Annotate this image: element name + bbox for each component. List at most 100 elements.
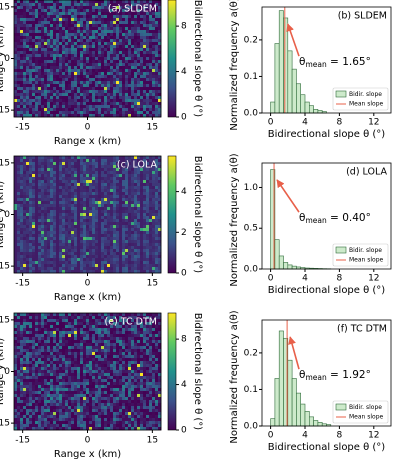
map-pixel [74, 334, 78, 338]
map-pixel [116, 370, 120, 374]
map-pixel [77, 36, 81, 40]
map-pixel [50, 3, 54, 7]
map-pixel [29, 87, 33, 91]
map-pixel [116, 15, 120, 19]
map-pixel [134, 18, 138, 22]
map-pixel [68, 343, 72, 347]
map-pixel [119, 3, 123, 7]
histogram-bar [287, 50, 293, 114]
map-pixel [41, 75, 45, 79]
map-pixel [86, 66, 90, 70]
map-pixel [86, 355, 90, 359]
map-pixel [155, 99, 159, 103]
map-pixel [83, 30, 87, 34]
map-pixel [107, 87, 111, 91]
map-pixel [80, 367, 84, 371]
map-pixel [86, 270, 90, 274]
map-pixel [20, 186, 24, 190]
map-pixel [29, 54, 33, 58]
map-pixel [29, 114, 33, 118]
map-pixel [152, 349, 156, 353]
map-pixel [98, 228, 102, 232]
map-pixel [152, 48, 156, 52]
map-pixel [152, 328, 156, 332]
map-pixel [140, 231, 144, 235]
map-pixel [47, 105, 51, 109]
map-pixel [140, 156, 144, 160]
map-pixel [110, 343, 114, 347]
map-pixel [158, 0, 162, 4]
map-pixel [56, 222, 60, 226]
map-pixel [26, 222, 30, 226]
map-pixel [35, 36, 39, 40]
map-pixel [98, 99, 102, 103]
map-pixel [14, 15, 18, 19]
map-pixel [128, 204, 132, 208]
map-pixel [128, 87, 132, 91]
map-pixel [53, 87, 57, 91]
map-pixel [23, 210, 27, 214]
map-pixel [71, 331, 75, 335]
map-pixel [74, 15, 78, 19]
map-pixel [41, 27, 45, 31]
map-pixel [158, 322, 162, 326]
map-pixel [104, 216, 108, 220]
map-pixel [125, 237, 129, 241]
map-pixel [155, 331, 159, 335]
map-pixel [20, 334, 24, 338]
map-pixel [95, 51, 99, 55]
map-pixel [65, 162, 69, 166]
map-pixel [92, 57, 96, 61]
map-pixel [143, 246, 147, 250]
map-pixel [128, 337, 132, 341]
map-pixel [83, 108, 87, 112]
map-pixel [68, 57, 72, 61]
map-pixel [53, 346, 57, 350]
map-pixel [68, 349, 72, 353]
map-pixel [71, 228, 75, 232]
map-pixel [47, 261, 51, 265]
map-pixel [101, 69, 105, 73]
map-pixel [53, 267, 57, 271]
map-pixel [143, 63, 147, 67]
map-pixel [47, 349, 51, 353]
map-pixel [59, 18, 63, 22]
map-pixel [104, 183, 108, 187]
map-pixel [137, 261, 141, 265]
map-pixel [44, 48, 48, 52]
map-pixel [158, 237, 162, 241]
map-pixel [107, 156, 111, 160]
map-pixel [68, 225, 72, 229]
map-pixel [146, 24, 150, 28]
map-pixel [113, 93, 117, 97]
map-pixel [53, 30, 57, 34]
map-pixel [149, 78, 153, 82]
map-pixel [71, 213, 75, 217]
map-pixel [29, 358, 33, 362]
map-pixel [116, 219, 120, 223]
colorbar [167, 155, 177, 274]
map-pixel [146, 90, 150, 94]
map-pixel [119, 36, 123, 40]
map-pixel [149, 322, 153, 326]
map-pixel [119, 108, 123, 112]
map-pixel [122, 72, 126, 76]
map-pixel [116, 57, 120, 61]
map-pixel [110, 316, 114, 320]
map-pixel [146, 316, 150, 320]
map-pixel [26, 267, 30, 271]
map-pixel [116, 261, 120, 265]
map-pixel [29, 51, 33, 55]
map-pixel [80, 246, 84, 250]
map-pixel [20, 243, 24, 247]
map-pixel [119, 204, 123, 208]
map-pixel [17, 210, 21, 214]
map-pixel [47, 255, 51, 259]
map-pixel [56, 370, 60, 374]
map-pixel [107, 346, 111, 350]
map-pixel [143, 334, 147, 338]
map-pixel [128, 222, 132, 226]
map-pixel [137, 264, 141, 268]
map-pixel [155, 168, 159, 172]
map-pixel [50, 63, 54, 67]
